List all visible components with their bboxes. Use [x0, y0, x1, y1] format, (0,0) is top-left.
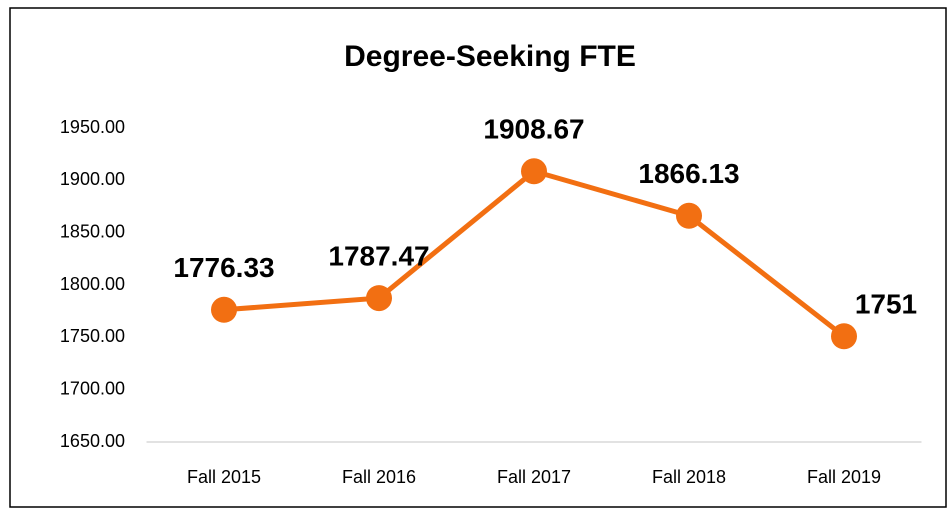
- y-tick-label: 1850.00: [60, 221, 125, 241]
- x-tick-label: Fall 2019: [807, 467, 881, 487]
- data-label: 1751: [855, 289, 917, 320]
- x-tick-label: Fall 2017: [497, 467, 571, 487]
- x-tick-label: Fall 2016: [342, 467, 416, 487]
- data-point: [521, 158, 547, 185]
- y-tick-label: 1950.00: [60, 117, 125, 137]
- y-tick-label: 1700.00: [60, 378, 125, 398]
- data-point: [676, 202, 702, 229]
- data-label: 1787.47: [328, 241, 429, 272]
- x-tick-label: Fall 2018: [652, 467, 726, 487]
- y-tick-label: 1650.00: [60, 431, 125, 451]
- data-label: 1866.13: [638, 158, 739, 189]
- y-tick-label: 1750.00: [60, 326, 125, 346]
- data-label: 1908.67: [483, 114, 584, 145]
- chart-title: Degree-Seeking FTE: [344, 40, 636, 73]
- chart-border: [9, 7, 947, 508]
- y-tick-label: 1900.00: [60, 169, 125, 189]
- data-point: [831, 323, 857, 350]
- y-tick-label: 1800.00: [60, 274, 125, 294]
- x-tick-label: Fall 2015: [187, 467, 261, 487]
- data-point: [366, 285, 392, 312]
- data-point: [211, 296, 237, 323]
- data-label: 1776.33: [173, 252, 274, 283]
